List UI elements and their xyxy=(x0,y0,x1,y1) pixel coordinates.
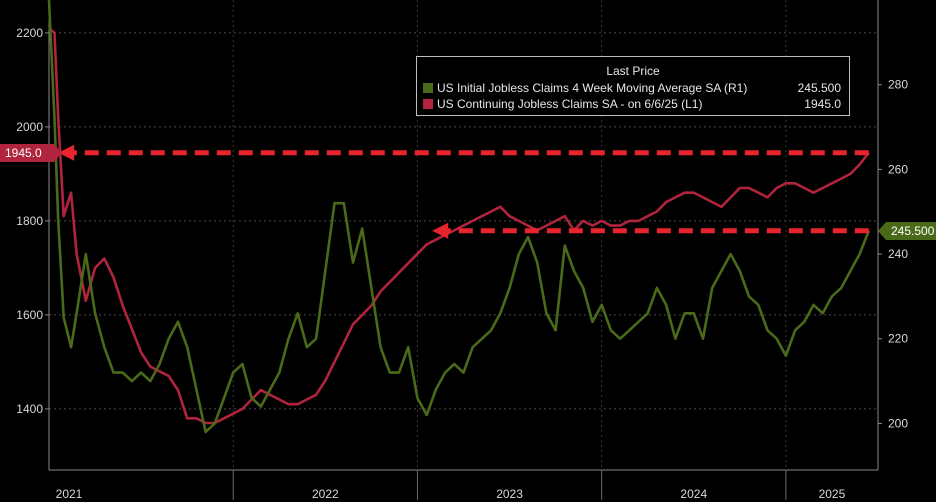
left-tick-label-1: 1600 xyxy=(16,308,43,322)
annotation-layer xyxy=(58,144,869,239)
dashed-arrow-head-0 xyxy=(58,144,75,161)
right-tick-label-4: 280 xyxy=(888,78,908,92)
grid-lines xyxy=(49,0,878,470)
legend-swatch-initial-claims xyxy=(423,83,433,93)
legend-value-initial-claims: 245.500 xyxy=(797,81,841,95)
legend-entry-continuing-claims: US Continuing Jobless Claims SA - on 6/6… xyxy=(423,97,847,112)
left-tick-label-3: 2000 xyxy=(16,120,43,134)
right-tick-label-2: 240 xyxy=(888,247,908,261)
legend-entry-initial-claims: US Initial Jobless Claims 4 Week Moving … xyxy=(423,81,847,96)
right-tick-label-3: 260 xyxy=(888,162,908,176)
x-tick-label-2024: 2024 xyxy=(680,487,707,501)
legend-label-initial-claims: US Initial Jobless Claims 4 Week Moving … xyxy=(437,81,748,95)
left-tick-label-2: 1800 xyxy=(16,214,43,228)
legend-title: Last Price xyxy=(606,64,660,78)
right-tick-label-1: 220 xyxy=(888,332,908,346)
x-tick-label-2023: 2023 xyxy=(496,487,523,501)
x-tick-label-2021: 2021 xyxy=(56,487,83,501)
legend: Last Price US Initial Jobless Claims 4 W… xyxy=(416,56,850,116)
legend-swatch-continuing-claims xyxy=(423,99,433,109)
legend-value-continuing-claims: 1945.0 xyxy=(804,97,841,111)
right-axis-ticks: 200 220 240 260 280 xyxy=(878,78,908,430)
series-line-initial-claims xyxy=(47,0,871,434)
left-axis-ticks: 1400 1600 1800 2000 2200 xyxy=(16,26,49,416)
left-tick-label-4: 2200 xyxy=(16,26,43,40)
x-axis-ticks: 2021 2022 2023 2024 2025 xyxy=(56,470,846,501)
x-tick-label-2025: 2025 xyxy=(819,487,846,501)
dashed-arrow-head-1 xyxy=(432,222,449,239)
x-tick-label-2022: 2022 xyxy=(312,487,339,501)
last-value-label-right: 245.500 xyxy=(878,221,936,240)
legend-label-continuing-claims: US Continuing Jobless Claims SA - on 6/6… xyxy=(437,97,703,111)
last-value-label-left: 1945.0 xyxy=(0,143,62,162)
left-tick-label-0: 1400 xyxy=(16,402,43,416)
right-tick-label-0: 200 xyxy=(888,416,908,430)
